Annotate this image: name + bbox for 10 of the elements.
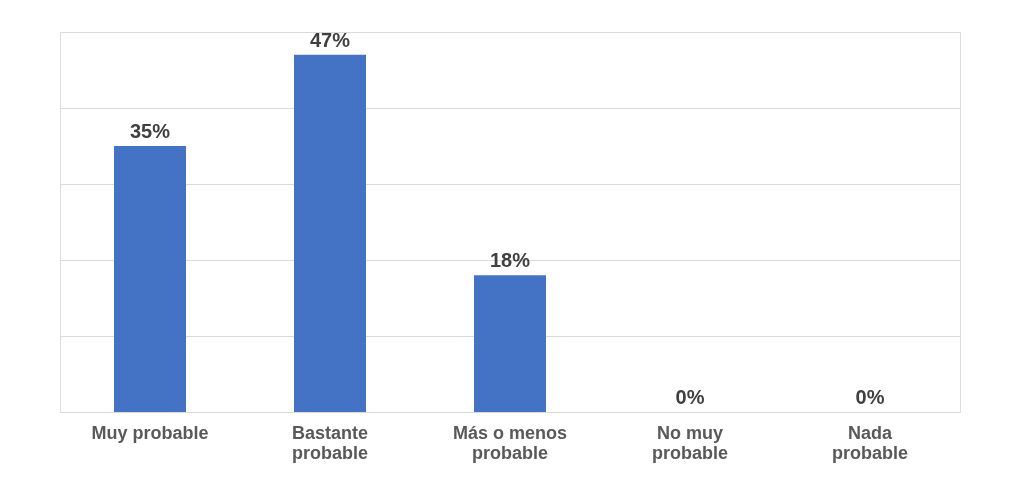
x-tick-label: No muy probable <box>651 422 729 463</box>
x-tick-label: Más o menos probable <box>452 422 568 463</box>
x-tick-label: Nada probable <box>831 422 909 463</box>
data-label: 0% <box>855 386 885 408</box>
data-label: 35% <box>129 120 171 142</box>
data-label: 18% <box>489 249 531 272</box>
x-tick-label: Bastante probable <box>291 422 369 463</box>
data-label: 47% <box>309 28 351 51</box>
data-label: 0% <box>675 386 705 408</box>
x-tick-label: Muy probable <box>91 422 209 443</box>
